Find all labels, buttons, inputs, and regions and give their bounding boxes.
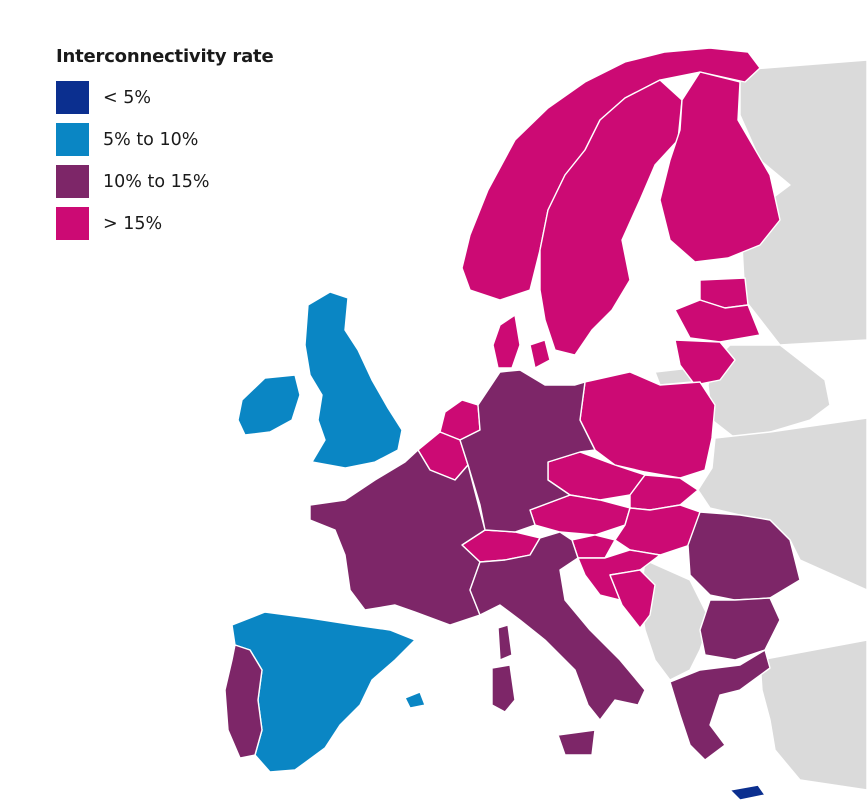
legend-label: < 5% <box>103 87 151 108</box>
country-bulgaria <box>699 597 781 661</box>
country-sardinia <box>491 664 516 713</box>
country-finland <box>659 71 781 263</box>
countries-layer <box>224 47 801 801</box>
legend-title: Interconnectivity rate <box>56 46 274 67</box>
country-sicily <box>557 729 596 756</box>
country-sweden <box>539 79 683 356</box>
legend-label: 5% to 10% <box>103 129 199 150</box>
country-lithuania <box>674 339 736 386</box>
country-cyprus <box>729 784 766 801</box>
legend-item-under-5: < 5% <box>56 76 273 119</box>
country-bosnia-herzegovina <box>609 569 656 629</box>
map-legend: Interconnectivity rate < 5% 5% to 10% 10… <box>56 46 274 245</box>
legend-item-5-to-10: 5% to 10% <box>56 118 273 161</box>
legend-swatch <box>56 165 89 198</box>
country-latvia <box>674 299 761 343</box>
country-slovenia <box>571 534 616 559</box>
legend-item-10-to-15: 10% to 15% <box>56 160 273 203</box>
legend-swatch <box>56 81 89 114</box>
non-member-land <box>639 59 867 791</box>
country-balearic-islands <box>404 691 426 709</box>
country-slovakia <box>629 474 699 511</box>
country-italy <box>469 531 646 721</box>
country-denmark <box>492 314 551 369</box>
legend-item-over-15: > 15% <box>56 202 273 245</box>
legend-label: 10% to 15% <box>103 171 210 192</box>
country-france <box>309 449 486 626</box>
country-united-kingdom <box>304 291 403 469</box>
country-portugal <box>224 644 263 759</box>
legend-swatch <box>56 207 89 240</box>
country-corsica <box>497 624 513 661</box>
turkey-region <box>759 639 867 791</box>
legend-label: > 15% <box>103 213 163 234</box>
country-greece <box>669 649 771 761</box>
country-ireland <box>237 374 301 436</box>
legend-swatch <box>56 123 89 156</box>
